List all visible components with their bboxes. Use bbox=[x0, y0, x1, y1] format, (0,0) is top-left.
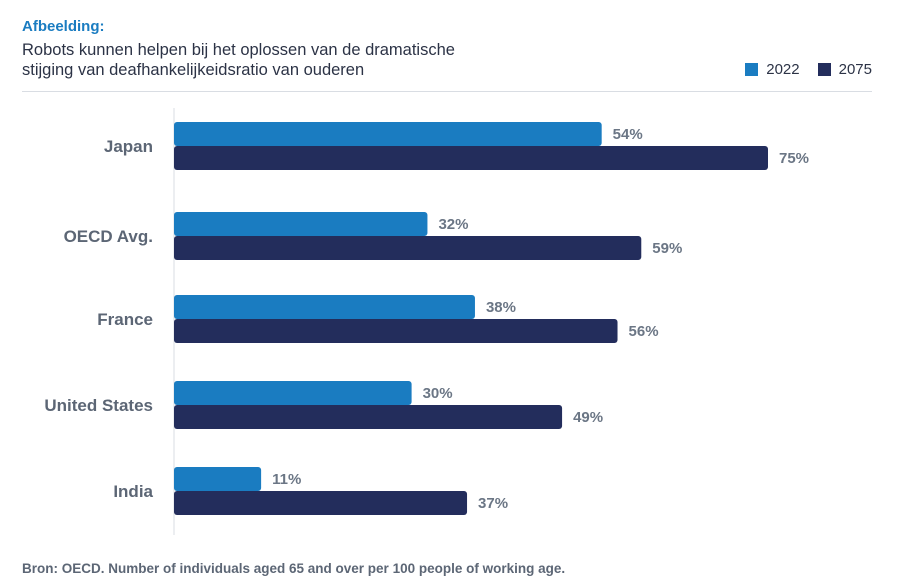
category-label-oecd-avg: OECD Avg. bbox=[64, 227, 153, 246]
legend-label-2022: 2022 bbox=[766, 61, 800, 78]
bar-oecd-avg-2022 bbox=[174, 212, 428, 236]
legend-item-2075: 2075 bbox=[817, 61, 872, 78]
chart-kicker: Afbeelding: bbox=[22, 18, 105, 35]
chart-title-line-2: stijging van deafhankelijkeidsratio van … bbox=[22, 61, 365, 79]
value-label-india-2075: 37% bbox=[478, 495, 508, 512]
category-label-france: France bbox=[97, 310, 153, 329]
category-label-united-states: United States bbox=[44, 396, 153, 415]
source-footnote: Bron: OECD. Number of individuals aged 6… bbox=[22, 561, 566, 576]
value-label-japan-2075: 75% bbox=[779, 150, 809, 167]
chart-title-line-1: Robots kunnen helpen bij het oplossen va… bbox=[22, 41, 455, 59]
legend-item-2022: 2022 bbox=[745, 61, 800, 78]
category-label-india: India bbox=[113, 482, 153, 501]
value-label-japan-2022: 54% bbox=[613, 126, 643, 143]
bar-united-states-2075 bbox=[174, 405, 563, 429]
value-label-united-states-2022: 30% bbox=[423, 385, 453, 402]
value-label-france-2022: 38% bbox=[486, 299, 516, 316]
bar-france-2075 bbox=[174, 319, 618, 343]
legend-swatch-2075 bbox=[817, 63, 831, 76]
legend-label-2075: 2075 bbox=[838, 61, 872, 78]
legend-swatch-2022 bbox=[745, 63, 759, 76]
chart-legend: 2022 2075 bbox=[745, 61, 872, 78]
bar-japan-2075 bbox=[174, 146, 768, 170]
chart-title: Robots kunnen helpen bij het oplossen va… bbox=[22, 40, 542, 80]
bar-india-2022 bbox=[174, 467, 262, 491]
bar-united-states-2022 bbox=[174, 381, 412, 405]
header-divider bbox=[22, 91, 872, 92]
value-label-india-2022: 11% bbox=[272, 471, 301, 488]
bar-oecd-avg-2075 bbox=[174, 236, 642, 260]
value-label-oecd-avg-2075: 59% bbox=[652, 240, 682, 257]
bar-france-2022 bbox=[174, 295, 475, 319]
value-label-france-2075: 56% bbox=[629, 323, 659, 340]
value-label-oecd-avg-2022: 32% bbox=[438, 216, 468, 233]
category-label-japan: Japan bbox=[104, 137, 153, 156]
bar-japan-2022 bbox=[174, 122, 602, 146]
value-label-united-states-2075: 49% bbox=[573, 409, 603, 426]
bar-india-2075 bbox=[174, 491, 468, 515]
